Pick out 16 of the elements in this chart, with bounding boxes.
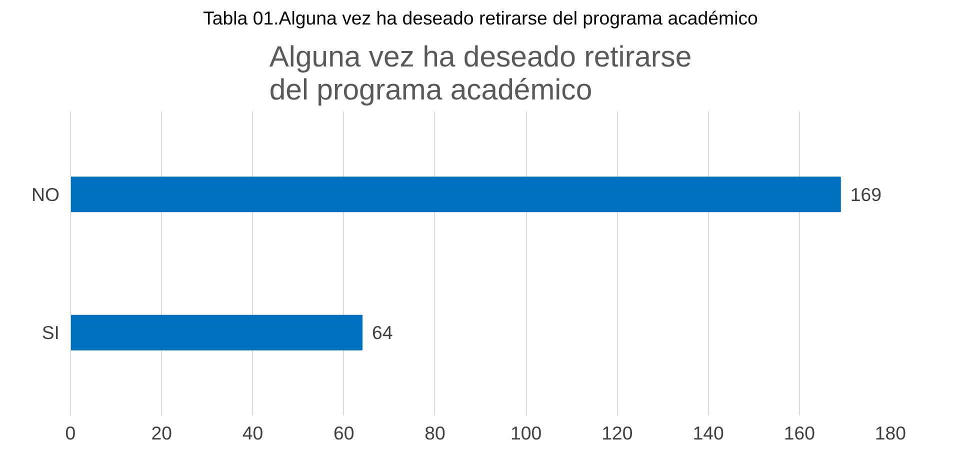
text: Tabla 01.Alguna vez ha deseado retirarse del programa académico xyxy=(203,8,758,28)
x-tick-label: 0 xyxy=(65,422,76,444)
x-tick-label: 140 xyxy=(692,422,724,444)
x-tick-label: 20 xyxy=(151,422,172,444)
data-label: 169 xyxy=(850,184,882,205)
x-tick-label: 100 xyxy=(510,422,542,444)
y-tick-label: NO xyxy=(32,184,60,205)
x-tick-label: 40 xyxy=(242,422,264,444)
x-tick-label: 180 xyxy=(874,422,906,444)
y-tick-label: SI xyxy=(42,322,60,344)
x-tick-label: 120 xyxy=(602,422,633,444)
x-tick-label: 60 xyxy=(333,422,354,444)
x-tick-label: 80 xyxy=(424,422,446,444)
x-tick-label: 160 xyxy=(784,422,815,444)
chart-title: Alguna vez ha deseado retirarse del programa académico xyxy=(269,40,692,106)
data-label: 64 xyxy=(372,322,393,344)
